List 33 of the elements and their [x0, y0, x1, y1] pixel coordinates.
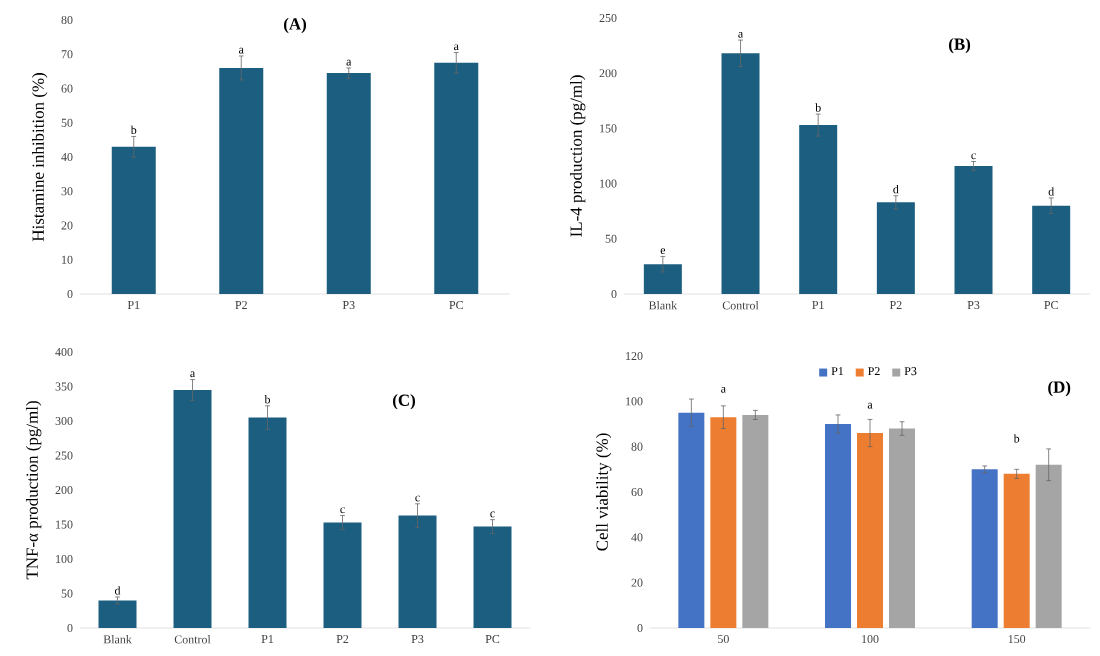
bar: [1003, 473, 1030, 628]
bar: [111, 146, 156, 294]
bar: [971, 469, 998, 628]
bar: [678, 412, 705, 628]
bar: [398, 515, 437, 628]
bar: [825, 424, 852, 628]
bar: [710, 417, 737, 628]
y-axis-title: Cell viability (%): [595, 433, 612, 551]
text: (B): [949, 37, 971, 54]
bar: [173, 389, 212, 628]
bar: [954, 165, 993, 294]
bar: [434, 62, 479, 294]
text: (D): [1048, 380, 1071, 397]
bar: [1032, 205, 1071, 294]
bar: [889, 428, 916, 628]
bar: [1035, 464, 1062, 628]
bar: [473, 526, 512, 628]
bar: [326, 73, 371, 294]
bar: [248, 417, 287, 628]
chart-title: (A): [284, 17, 307, 34]
bar: [742, 414, 769, 628]
text: (C): [393, 394, 416, 410]
bar: [857, 433, 884, 628]
bar: [643, 264, 682, 294]
y-axis-title: Histamine inhibition (%): [31, 73, 48, 242]
bar: [98, 600, 137, 628]
bar: [721, 53, 760, 294]
bar: [876, 202, 915, 294]
bar: [323, 522, 362, 628]
y-axis-title: IL-4 production (pg/ml): [569, 75, 586, 237]
y-axis-title: TNF-α production (pg/ml): [25, 401, 42, 580]
bar: [219, 67, 264, 294]
bar: [799, 125, 838, 294]
